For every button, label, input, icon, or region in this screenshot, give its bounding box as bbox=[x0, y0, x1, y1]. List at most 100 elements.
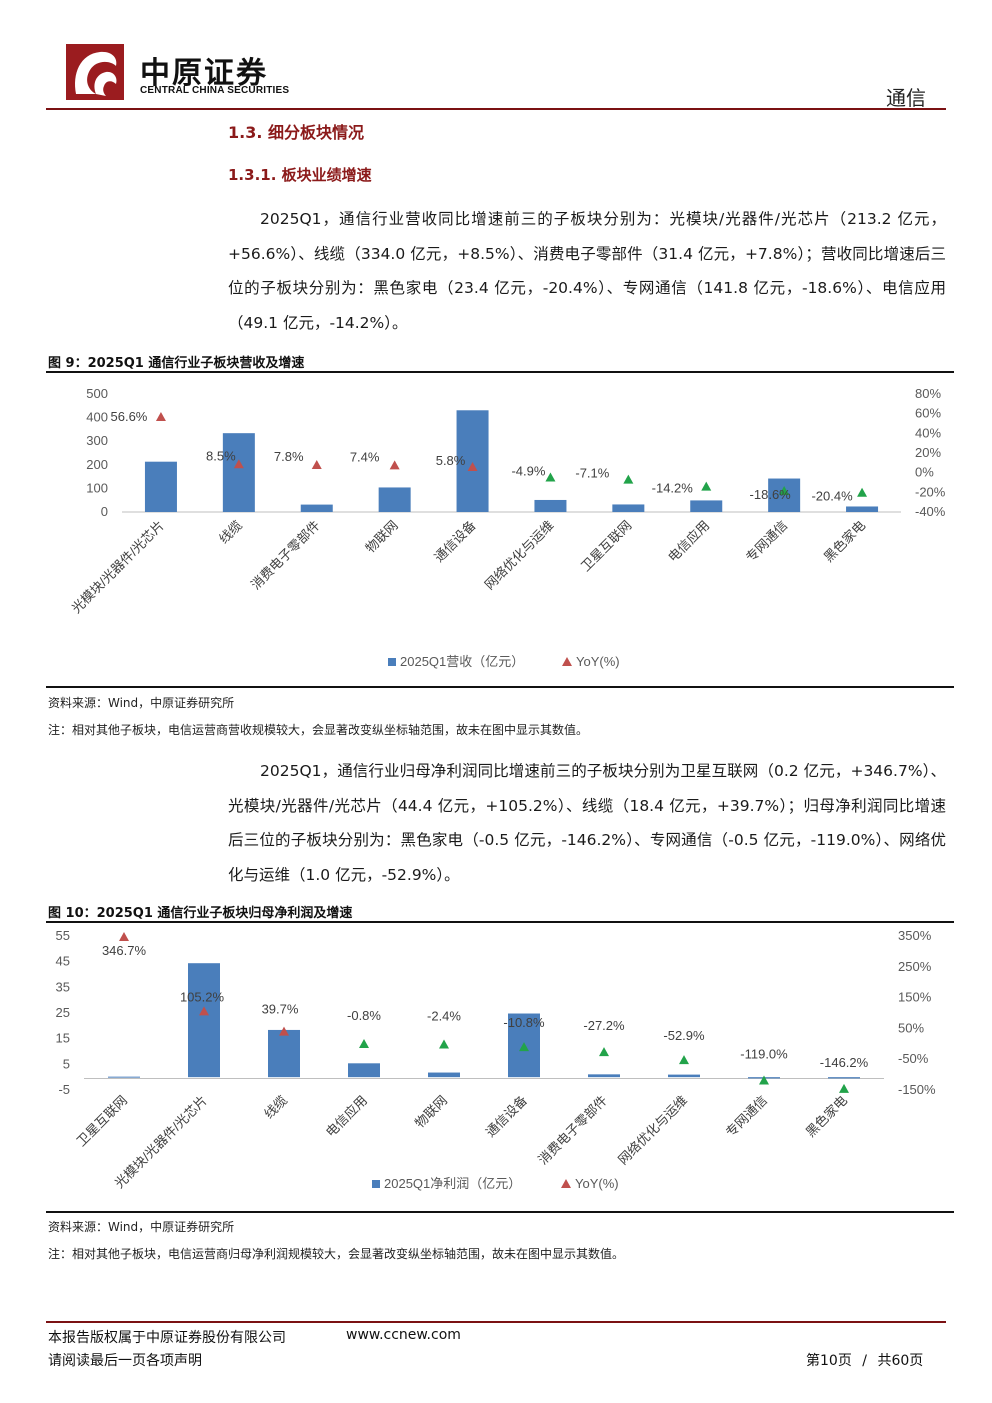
fig9-left-tick: 100 bbox=[86, 480, 108, 495]
footer-copyright: 本报告版权属于中原证券股份有限公司 bbox=[48, 1330, 286, 1346]
fig10-legend-bar-label: 2025Q1净利润（亿元） bbox=[384, 1176, 521, 1191]
fig9-left-tick: 200 bbox=[86, 457, 108, 472]
fig10-yoy-marker bbox=[839, 1083, 849, 1093]
fig10-bar bbox=[348, 1063, 380, 1078]
fig9-right-tick: 40% bbox=[915, 425, 941, 440]
fig9-right-tick: 60% bbox=[915, 406, 941, 421]
fig9-yoy-marker bbox=[155, 412, 166, 422]
fig9-yoy-marker bbox=[389, 460, 400, 470]
fig10-left-tick: -5 bbox=[58, 1082, 70, 1097]
fig10-yoy-label: -0.8% bbox=[347, 1008, 381, 1023]
fig9-category-label: 线缆 bbox=[216, 518, 245, 547]
fig10-yoy-label: -146.2% bbox=[820, 1055, 869, 1070]
fig10-category-label: 光模块/光器件/光芯片 bbox=[112, 1093, 210, 1191]
fig10-bar bbox=[588, 1074, 620, 1078]
fig9-yoy-marker bbox=[467, 461, 478, 471]
footer-page: 第10页 bbox=[806, 1353, 852, 1369]
fig10-right-tick: 350% bbox=[898, 928, 932, 943]
fig9-yoy-marker bbox=[623, 474, 634, 484]
fig9-right-tick: 20% bbox=[915, 445, 941, 460]
fig9-yoy-marker bbox=[545, 472, 556, 482]
fig10-yoy-marker bbox=[759, 1075, 769, 1085]
footer-page-separator: / bbox=[862, 1353, 867, 1369]
fig10-yoy-label: -119.0% bbox=[740, 1046, 788, 1061]
footer-website-link[interactable]: www.ccnew.com bbox=[346, 1327, 461, 1343]
fig9-category-label: 电信应用 bbox=[665, 518, 712, 565]
footer-page-total: 共60页 bbox=[877, 1353, 924, 1369]
fig10-left-tick: 25 bbox=[56, 1005, 70, 1020]
fig10-yoy-marker bbox=[599, 1047, 609, 1057]
fig9-left-tick: 0 bbox=[101, 504, 108, 519]
fig10-yoy-label: -27.2% bbox=[583, 1018, 625, 1033]
fig9-category-label: 网络优化与运维 bbox=[482, 518, 557, 593]
paragraph-profit-text: 2025Q1，通信行业归母净利润同比增速前三的子板块分别为卫星互联网（0.2 亿… bbox=[228, 762, 946, 884]
fig10-yoy-marker bbox=[359, 1039, 369, 1049]
fig10-category-label: 消费电子零部件 bbox=[535, 1093, 610, 1168]
fig9-yoy-label: 56.6% bbox=[111, 409, 148, 424]
fig9-category-label: 物联网 bbox=[363, 518, 401, 556]
fig9-bar bbox=[222, 433, 255, 512]
fig9-bar bbox=[690, 500, 723, 512]
company-logo bbox=[66, 44, 124, 100]
fig9-category-label: 消费电子零部件 bbox=[248, 518, 323, 593]
fig9-yoy-marker bbox=[701, 481, 712, 491]
section-heading: 1.3. 细分板块情况 bbox=[228, 123, 364, 142]
fig10-legend-yoy-swatch bbox=[561, 1179, 571, 1188]
fig9-yoy-label: 7.4% bbox=[350, 449, 380, 464]
fig9-yoy-marker bbox=[857, 487, 868, 497]
fig9-bar bbox=[144, 461, 177, 512]
fig9-legend-yoy-label: YoY(%) bbox=[576, 654, 620, 669]
fig10-category-label: 通信设备 bbox=[483, 1093, 530, 1140]
footer-rule bbox=[46, 1321, 946, 1323]
fig10-yoy-marker bbox=[439, 1039, 449, 1049]
fig9-legend-yoy-swatch bbox=[562, 657, 572, 666]
figure-9-chart: 0 100 200 300 400 500 -40% -20% 0% 20% 40% 60% 80% 光模… bbox=[69, 386, 946, 669]
brand-name-cn: 中原证券 bbox=[140, 56, 268, 91]
figure-9-title: 图 9：2025Q1 通信行业子板块营收及增速 bbox=[48, 356, 305, 371]
fig9-category-label: 专网通信 bbox=[743, 518, 790, 565]
fig10-bar bbox=[828, 1077, 860, 1079]
footer-disclaimer: 请阅读最后一页各项声明 bbox=[48, 1353, 202, 1369]
figure-9-bottom-rule bbox=[46, 686, 954, 688]
paragraph-revenue-text: 2025Q1，通信行业营收同比增速前三的子板块分别为：光模块/光器件/光芯片（2… bbox=[228, 210, 946, 332]
subsection-heading: 1.3.1. 板块业绩增速 bbox=[228, 166, 372, 184]
fig9-category-label: 通信设备 bbox=[431, 518, 478, 565]
fig10-bar bbox=[668, 1074, 700, 1078]
figure-9-top-rule bbox=[46, 371, 954, 373]
figure-9-source: 资料来源：Wind，中原证券研究所 bbox=[48, 696, 235, 710]
fig9-yoy-marker bbox=[233, 459, 244, 469]
fig10-yoy-label: -52.9% bbox=[663, 1028, 705, 1043]
fig10-right-tick: 250% bbox=[898, 959, 932, 974]
fig10-category-label: 网络优化与运维 bbox=[615, 1093, 690, 1168]
fig10-category-label: 物联网 bbox=[412, 1093, 450, 1131]
fig10-category-label: 黑色家电 bbox=[803, 1093, 850, 1140]
fig10-yoy-label: 346.7% bbox=[102, 943, 147, 958]
fig9-yoy-label: -4.9% bbox=[511, 463, 545, 478]
fig10-bar bbox=[108, 1076, 140, 1078]
fig9-legend-bar-swatch bbox=[388, 658, 396, 666]
fig10-left-tick: 45 bbox=[56, 954, 70, 969]
figure-9-note: 注：相对其他子板块，电信运营商营收规模较大，会显著改变纵坐标轴范围，故未在图中显… bbox=[48, 723, 589, 737]
fig9-legend-bar-label: 2025Q1营收（亿元） bbox=[400, 654, 524, 669]
fig9-yoy-marker bbox=[311, 459, 322, 469]
fig10-category-label: 线缆 bbox=[261, 1093, 290, 1122]
fig9-bar bbox=[456, 410, 489, 512]
fig9-category-label: 卫星互联网 bbox=[578, 518, 635, 575]
fig10-right-tick: -50% bbox=[898, 1051, 929, 1066]
figure-10-bottom-rule bbox=[46, 1211, 954, 1213]
fig9-bar bbox=[612, 504, 645, 512]
fig9-category-label: 黑色家电 bbox=[821, 518, 868, 565]
sector-label: 通信 bbox=[886, 86, 926, 110]
figure-10-top-rule bbox=[46, 921, 954, 923]
fig9-yoy-marker bbox=[779, 485, 790, 495]
fig10-legend-yoy-label: YoY(%) bbox=[575, 1176, 619, 1191]
paragraph-profit: 2025Q1，通信行业归母净利润同比增速前三的子板块分别为卫星互联网（0.2 亿… bbox=[228, 754, 946, 892]
fig9-yoy-label: -18.6% bbox=[750, 487, 792, 502]
fig9-yoy-label: -7.1% bbox=[575, 466, 609, 481]
fig10-yoy-marker bbox=[519, 1042, 529, 1052]
fig9-bar bbox=[534, 499, 567, 512]
fig9-right-tick: -20% bbox=[915, 484, 946, 499]
fig10-bar bbox=[268, 1029, 300, 1078]
fig9-yoy-label: -14.2% bbox=[652, 481, 694, 496]
fig9-left-tick: 400 bbox=[86, 410, 108, 425]
